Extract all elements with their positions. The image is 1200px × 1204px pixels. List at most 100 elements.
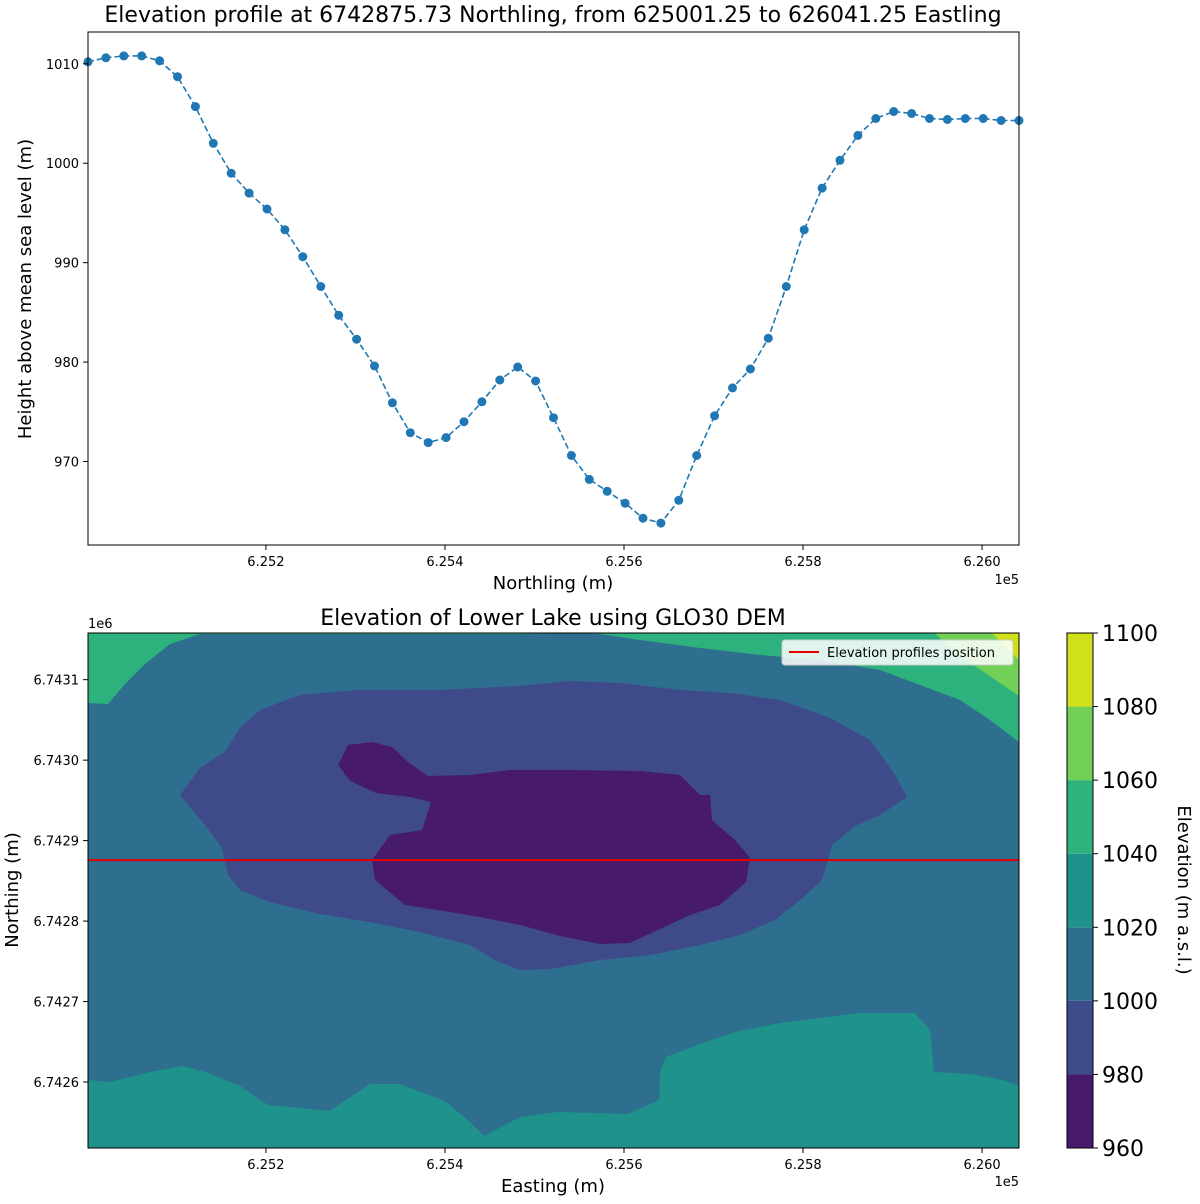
map-y-ticks: 6.7426 6.7427 6.7428 6.7429 6.7430 6.7431 — [34, 674, 88, 1091]
map-y-axis-label: Northing (m) — [2, 832, 23, 947]
profile-point — [710, 411, 720, 421]
legend-box — [781, 639, 1014, 666]
profile-point — [226, 168, 236, 178]
profile-y-tick-label: 990 — [54, 257, 79, 272]
colorbar-tick-label: 1000 — [1102, 990, 1158, 1015]
colorbar-frame — [1066, 632, 1094, 1149]
colorbar-band — [1067, 633, 1093, 707]
profile-x-tick-label: 6.258 — [784, 555, 821, 570]
profile-point — [549, 413, 558, 423]
profile-point — [101, 53, 111, 63]
colorbar-band — [1067, 1000, 1093, 1075]
profile-line-series-0 — [87, 55, 1019, 525]
profile-point — [996, 116, 1006, 125]
profile-point — [960, 114, 970, 123]
colorbar-tick-label: 1080 — [1102, 696, 1158, 721]
map-x-offset-label: 1e5 — [994, 1175, 1019, 1190]
profile-point — [907, 109, 917, 118]
profile-point — [441, 433, 451, 443]
map-x-tick-label: 6.254 — [426, 1158, 463, 1173]
map-x-tick-label: 6.256 — [605, 1158, 642, 1173]
profile-x-ticks: 6.252 6.254 6.256 6.258 6.260 — [247, 545, 1001, 570]
profile-x-tick-label: 6.254 — [426, 555, 463, 570]
profile-point — [370, 361, 379, 371]
profile-y-tick-label: 1000 — [46, 157, 79, 172]
profile-point — [477, 397, 487, 407]
profile-chart: Elevation profile at 6742875.73 Northlin… — [15, 3, 1024, 594]
map-y-tick-label: 6.7428 — [34, 915, 80, 930]
profile-y-tick-label: 1010 — [46, 58, 79, 73]
profile-x-tick-label: 6.252 — [247, 555, 284, 570]
colorbar-label: Elevation (m a.s.l.) — [1173, 805, 1194, 974]
map-y-offset-label: 1e6 — [88, 617, 113, 632]
profile-x-tick-label: 6.260 — [963, 555, 1000, 570]
map-x-tick-label: 6.260 — [963, 1158, 1000, 1173]
profile-point — [835, 155, 845, 165]
profile-point — [602, 486, 612, 496]
profile-point — [280, 225, 290, 235]
profile-point — [495, 375, 505, 385]
profile-y-tick-label: 970 — [54, 455, 79, 470]
profile-y-ticks: 970 980 990 1000 1010 — [46, 58, 88, 470]
profile-point — [978, 114, 988, 123]
profile-x-axis-label: Northling (m) — [493, 573, 613, 594]
profile-point — [871, 114, 881, 123]
profile-point — [745, 364, 755, 374]
profile-axes-frame — [87, 31, 1020, 546]
map-y-tick-label: 6.7427 — [34, 996, 80, 1011]
profile-point — [423, 438, 433, 448]
profile-point — [763, 333, 773, 343]
colorbar: 960 980 1000 1020 1040 1060 1080 1100 Elevation… — [1066, 622, 1194, 1162]
profile-point — [531, 376, 541, 386]
colorbar-tick-label: 1100 — [1102, 622, 1158, 647]
profile-y-axis-label: Height above mean sea level (m) — [15, 139, 36, 439]
profile-point — [334, 310, 344, 320]
contour-fill — [88, 633, 1019, 1148]
profile-point — [459, 417, 469, 427]
profile-point — [155, 56, 165, 66]
profile-point — [584, 474, 594, 484]
colorbar-bands — [1067, 633, 1093, 1148]
profile-point — [620, 498, 630, 508]
profile-point — [674, 495, 684, 505]
colorbar-tick-label: 1060 — [1102, 769, 1158, 794]
profile-point — [387, 398, 397, 408]
profile-point — [925, 114, 934, 123]
map-x-axis-label: Easting (m) — [501, 1176, 605, 1197]
profile-point — [566, 451, 576, 460]
profile-point — [298, 252, 308, 262]
map-x-tick-label: 6.252 — [247, 1158, 284, 1173]
profile-point — [889, 107, 899, 116]
profile-point — [352, 334, 362, 344]
profile-x-tick-label: 6.256 — [605, 555, 642, 570]
colorbar-band — [1067, 1074, 1093, 1148]
elevation-map: Elevation of Lower Lake using GLO30 DEM … — [2, 606, 1020, 1197]
colorbar-band — [1067, 780, 1093, 854]
profile-point — [173, 72, 182, 82]
profile-title: Elevation profile at 6742875.73 Northlin… — [104, 3, 1001, 28]
map-title: Elevation of Lower Lake using GLO30 DEM — [320, 606, 786, 631]
profile-point — [692, 451, 702, 460]
profile-point — [244, 188, 254, 198]
profile-point — [208, 138, 218, 148]
profile-point — [119, 51, 129, 61]
profile-point — [799, 225, 809, 235]
map-axes-frame — [87, 632, 1020, 1149]
profile-point — [656, 518, 666, 528]
profile-point — [728, 383, 737, 393]
contour-band-960-980 — [338, 742, 750, 944]
map-y-tick-label: 6.7429 — [34, 835, 80, 850]
map-y-tick-label: 6.7431 — [34, 674, 80, 689]
profile-point — [513, 362, 523, 372]
profile-point — [137, 51, 147, 61]
profile-y-tick-label: 980 — [54, 356, 79, 371]
profile-point — [817, 183, 827, 193]
profile-point — [262, 204, 272, 214]
colorbar-ticks: 960 980 1000 1020 1040 1060 1080 1100 — [1093, 622, 1158, 1162]
colorbar-tick-label: 960 — [1102, 1137, 1144, 1162]
profile-x-offset-label: 1e5 — [994, 573, 1019, 588]
colorbar-tick-label: 1020 — [1102, 916, 1158, 941]
colorbar-band — [1067, 706, 1093, 781]
map-y-tick-label: 6.7430 — [34, 754, 80, 769]
map-x-tick-label: 6.258 — [784, 1158, 821, 1173]
